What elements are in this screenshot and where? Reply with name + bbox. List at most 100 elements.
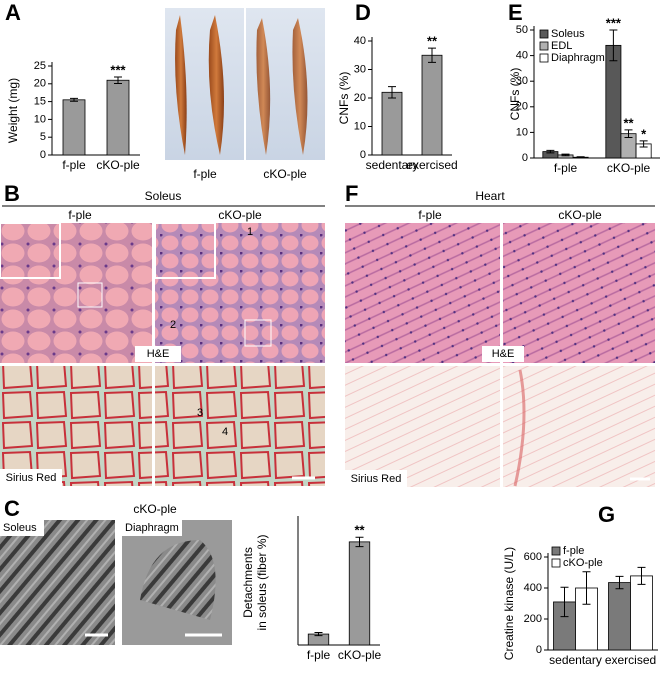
inset-box: [77, 282, 103, 308]
legend-label: cKO-ple: [563, 557, 603, 569]
y-tick-label: 400: [524, 582, 542, 594]
x-tick-label: cKO-ple: [96, 158, 140, 172]
sirius-image: [503, 366, 655, 487]
error-bar: [576, 156, 585, 159]
legend-label: EDL: [551, 40, 572, 52]
legend-label: f-ple: [563, 545, 584, 557]
em-image: [0, 520, 115, 645]
y-tick-label: 30: [516, 75, 528, 87]
panel-letter: E: [508, 0, 523, 25]
stain-label: Sirius Red: [351, 473, 402, 485]
y-axis-label: Detachments: [241, 547, 255, 618]
bar: [608, 582, 631, 651]
error-bar: [639, 140, 648, 148]
error-bar: [609, 29, 618, 62]
significance: *: [641, 126, 647, 141]
y-tick-label: 5: [40, 131, 46, 143]
error-bar: [560, 586, 569, 618]
stain-label: H&E: [147, 348, 170, 360]
y-tick-label: 0: [40, 149, 46, 161]
x-tick-label: f-ple: [62, 158, 86, 172]
error-bar: [582, 571, 591, 605]
x-tick-label: sedentary: [366, 158, 419, 172]
y-tick-label: 50: [516, 24, 528, 36]
em-detail: [140, 540, 216, 620]
y-tick-label: 25: [34, 60, 46, 72]
column-label: f-ple: [68, 208, 92, 222]
panel-letter: G: [598, 502, 615, 527]
em-label-bg: [122, 520, 182, 536]
bar: [630, 575, 653, 651]
bar: [62, 99, 86, 156]
marker: 2: [170, 319, 176, 331]
panel-title: Heart: [475, 189, 505, 203]
marker: 3: [197, 407, 203, 419]
photo-label: cKO-ple: [263, 167, 307, 181]
column-label: cKO-ple: [218, 208, 262, 222]
y-tick-label: 600: [524, 551, 542, 563]
inset: [154, 222, 216, 279]
x-tick-label: cKO-ple: [338, 648, 382, 662]
muscle: [292, 18, 308, 155]
fibrosis: [513, 369, 526, 487]
stain-label-bg: [0, 469, 62, 486]
x-tick-label: f-ple: [307, 648, 331, 662]
y-axis-label: in soleus (fiber %): [255, 534, 269, 630]
panel-letter: D: [355, 0, 371, 25]
y-tick-label: 10: [516, 126, 528, 138]
y-tick-label: 10: [34, 113, 46, 125]
panel-title: Soleus: [145, 189, 182, 203]
error-bar: [561, 153, 570, 157]
stain-label-bg: [482, 346, 524, 362]
sirius-image: [155, 366, 325, 486]
y-tick-label: 30: [354, 63, 366, 75]
x-tick-label: f-ple: [554, 161, 578, 175]
inset: [0, 222, 61, 279]
panel-letter: F: [345, 181, 358, 206]
y-tick-label: 20: [516, 101, 528, 113]
legend-swatch: [551, 558, 561, 568]
panel-title: cKO-ple: [133, 502, 177, 516]
panel-letter: C: [4, 496, 20, 521]
x-tick-label: exercised: [605, 653, 656, 667]
bar: [381, 91, 403, 156]
em-label-bg: [0, 520, 44, 536]
legend-label: Diaphragm: [551, 52, 605, 64]
error-bar: [428, 47, 436, 63]
x-tick-label: exercised: [406, 158, 457, 172]
column-label: cKO-ple: [558, 208, 602, 222]
inset-box: [244, 319, 272, 347]
y-tick-label: 200: [524, 613, 542, 625]
error-bar: [314, 632, 323, 637]
panel-letter: B: [4, 181, 20, 206]
muscle: [256, 18, 271, 155]
legend-swatch: [539, 41, 549, 51]
y-tick-label: 10: [354, 120, 366, 132]
significance: **: [427, 34, 438, 49]
legend-swatch: [539, 29, 549, 39]
bar: [106, 79, 130, 156]
stain-label: Sirius Red: [6, 472, 57, 484]
error-bar: [637, 566, 646, 585]
legend-swatch: [539, 53, 549, 63]
error-bar: [388, 86, 396, 99]
legend-label: Soleus: [551, 28, 585, 40]
y-tick-label: 15: [34, 96, 46, 108]
he-image: [345, 223, 500, 363]
marker: 1: [247, 226, 253, 238]
y-tick-label: 20: [34, 78, 46, 90]
bar: [605, 44, 622, 159]
error-bar: [355, 536, 364, 548]
error-bar: [114, 76, 122, 84]
y-axis-label: CNFs (%): [337, 72, 351, 125]
error-bar: [624, 129, 633, 139]
y-tick-label: 40: [354, 35, 366, 47]
column-label: f-ple: [418, 208, 442, 222]
error-bar: [615, 575, 624, 590]
em-label: Soleus: [3, 522, 37, 534]
bar: [348, 541, 371, 646]
sirius-image: [0, 366, 152, 486]
em-label: Diaphragm: [125, 522, 179, 534]
y-axis-label: Creatine kinase (U/L): [502, 547, 516, 660]
